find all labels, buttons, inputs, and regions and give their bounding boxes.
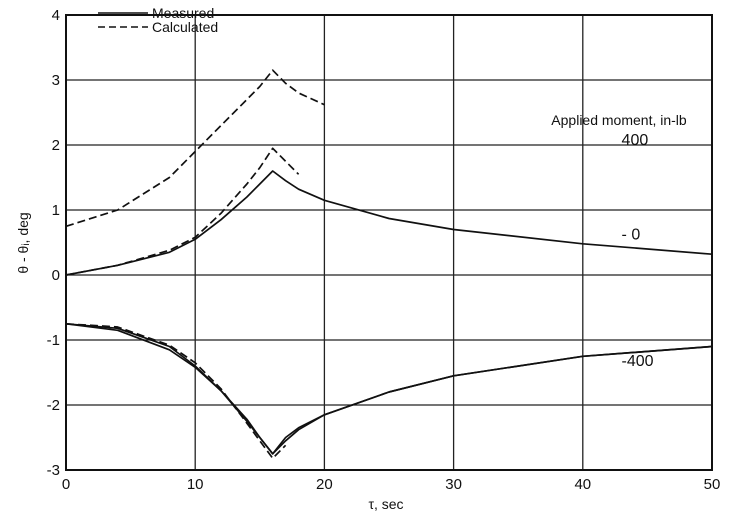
series-line-c0 (65, 147, 300, 276)
grid (65, 14, 713, 471)
x-tick-label: 30 (445, 476, 462, 493)
y-tick-label: 3 (52, 72, 60, 89)
legend-calculated-label: Calculated (152, 19, 218, 35)
y-tick-label: -3 (47, 462, 60, 479)
series-line-c400 (65, 69, 325, 228)
x-tick-label: 50 (704, 476, 721, 493)
x-tick-label: 40 (574, 476, 591, 493)
x-tick-label: 10 (187, 476, 204, 493)
y-axis-label: θ - θᵢ, deg (15, 212, 31, 273)
moment-label-p0: - 0 (622, 226, 641, 243)
applied-moment-header: Applied moment, in-lb (551, 112, 687, 128)
plot-frame (65, 14, 713, 471)
x-tick-label: 20 (316, 476, 333, 493)
y-tick-label: -2 (47, 397, 60, 414)
y-tick-label: 1 (52, 202, 60, 219)
legend-measured-label: Measured (152, 5, 214, 21)
x-axis-label: τ, sec (368, 496, 403, 512)
legend: Measured Calculated (98, 5, 218, 35)
y-tick-label: 0 (52, 267, 60, 284)
series-line-m400n (65, 322, 713, 455)
moment-label-p400: 400 (622, 132, 649, 149)
moment-annotations: Applied moment, in-lb 400 - 0 -400 (551, 112, 687, 370)
y-tick-label: 4 (52, 7, 60, 24)
moment-label-m400: -400 (622, 353, 654, 370)
x-tick-label: 0 (62, 476, 70, 493)
series-line-m0 (65, 170, 713, 276)
tick-labels: 0 10 20 30 40 50 -3 -2 -1 0 1 2 3 4 (47, 7, 721, 493)
series-layer (65, 69, 713, 460)
y-tick-label: -1 (47, 332, 60, 349)
y-tick-label: 2 (52, 137, 60, 154)
series-line-c400n (65, 322, 287, 460)
